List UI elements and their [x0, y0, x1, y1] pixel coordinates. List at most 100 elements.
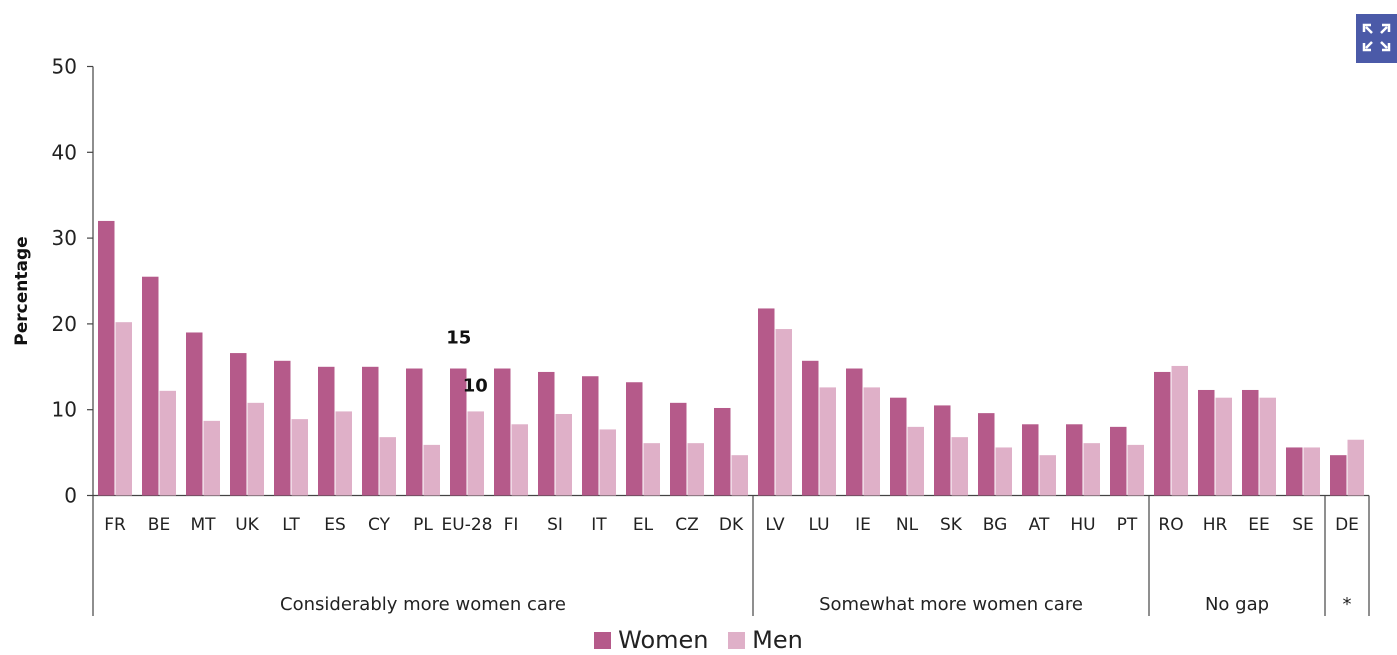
- bar-women-pt: [1110, 426, 1127, 496]
- bar-women-mt: [186, 332, 203, 496]
- bar-women-lu: [802, 360, 819, 496]
- x-category-label: LU: [808, 515, 829, 535]
- y-tick-label: 10: [52, 398, 77, 422]
- x-category-label: DE: [1335, 515, 1359, 535]
- bar-men-be: [159, 390, 176, 496]
- bar-women-nl: [890, 397, 907, 496]
- x-category-label: LT: [282, 515, 300, 535]
- bar-women-pl: [406, 368, 423, 496]
- bar-men-el: [643, 443, 660, 496]
- bar-men-se: [1303, 447, 1320, 496]
- bar-men-at: [1039, 455, 1056, 496]
- bar-men-es: [335, 411, 352, 496]
- bar-women-at: [1022, 424, 1039, 496]
- x-category-label: SK: [940, 515, 963, 535]
- bar-women-ie: [846, 368, 863, 496]
- x-category-label: BE: [148, 515, 170, 535]
- x-category-label: FR: [104, 515, 126, 535]
- y-tick-label: 30: [52, 226, 77, 250]
- bar-men-si: [555, 413, 572, 496]
- data-label-women: 15: [446, 328, 471, 349]
- bar-men-de: [1347, 439, 1364, 496]
- legend-swatch-women: [594, 631, 612, 649]
- bar-women-be: [142, 276, 159, 496]
- bar-women-de: [1330, 455, 1347, 496]
- bar-men-ee: [1259, 397, 1276, 496]
- x-category-label: NL: [896, 515, 919, 535]
- bar-women-cz: [670, 402, 687, 496]
- x-category-label: IE: [855, 515, 871, 535]
- x-category-label: EE: [1248, 515, 1269, 535]
- x-category-label: ES: [324, 515, 346, 535]
- bar-men-uk: [247, 402, 264, 496]
- x-category-label: MT: [190, 515, 216, 535]
- y-tick-label: 50: [52, 55, 77, 79]
- x-category-label: HR: [1203, 515, 1228, 535]
- bar-women-bg: [978, 413, 995, 496]
- bar-men-lt: [291, 419, 308, 496]
- bar-women-si: [538, 371, 555, 496]
- bar-men-lu: [819, 387, 836, 496]
- x-category-label: HU: [1070, 515, 1095, 535]
- bar-men-hu: [1083, 443, 1100, 496]
- bar-men-pt: [1127, 444, 1144, 496]
- y-tick-label: 40: [52, 140, 77, 164]
- x-category-label: IT: [591, 515, 607, 535]
- bar-men-fi: [511, 424, 528, 496]
- bar-women-hu: [1066, 424, 1083, 496]
- x-category-label: PT: [1117, 515, 1138, 535]
- bar-men-fr: [115, 322, 132, 496]
- x-category-label: BG: [983, 515, 1008, 535]
- x-category-label: FI: [504, 515, 519, 535]
- group-label: No gap: [1205, 594, 1269, 615]
- bar-men-it: [599, 429, 616, 496]
- bar-men-cz: [687, 443, 704, 496]
- legend-swatch-men: [728, 631, 746, 649]
- bar-women-dk: [714, 407, 731, 496]
- bar-men-pl: [423, 444, 440, 496]
- group-label: *: [1343, 594, 1352, 615]
- bar-women-uk: [230, 353, 247, 496]
- data-label-men: 10: [463, 375, 488, 396]
- bar-women-ro: [1154, 371, 1171, 496]
- expand-button[interactable]: [1356, 14, 1397, 63]
- x-category-label: EL: [633, 515, 654, 535]
- x-category-label: RO: [1158, 515, 1183, 535]
- legend-label-women: Women: [618, 626, 709, 654]
- bar-women-fi: [494, 368, 511, 496]
- legend-label-men: Men: [752, 626, 803, 654]
- bar-women-it: [582, 376, 599, 496]
- bar-women-lt: [274, 360, 291, 496]
- bar-men-bg: [995, 447, 1012, 496]
- bar-women-fr: [98, 220, 115, 496]
- x-category-label: PL: [413, 515, 433, 535]
- bar-women-el: [626, 382, 643, 496]
- bar-men-mt: [203, 420, 220, 496]
- x-category-label: EU-28: [442, 515, 493, 535]
- bar-men-sk: [951, 437, 968, 496]
- bar-women-es: [318, 366, 335, 496]
- bar-men-cy: [379, 437, 396, 496]
- group-label: Considerably more women care: [280, 594, 566, 615]
- x-category-label: SE: [1292, 515, 1314, 535]
- bar-women-ee: [1242, 389, 1259, 496]
- legend: Women Men: [0, 626, 1397, 655]
- bar-men-nl: [907, 426, 924, 496]
- y-tick-label: 0: [64, 484, 77, 508]
- bar-women-sk: [934, 405, 951, 496]
- bar-men-eu-28: [467, 411, 484, 496]
- x-category-label: SI: [547, 515, 563, 535]
- expand-icon: [1362, 23, 1391, 52]
- y-axis-label: Percentage: [12, 236, 32, 345]
- bar-women-hr: [1198, 389, 1215, 496]
- bar-men-dk: [731, 455, 748, 496]
- bar-men-ro: [1171, 365, 1188, 496]
- bar-women-lv: [758, 308, 775, 496]
- bar-men-lv: [775, 329, 792, 496]
- bar-women-eu-28: [450, 368, 467, 496]
- x-category-label: LV: [765, 515, 785, 535]
- legend-item-men: Men: [728, 626, 803, 654]
- x-category-label: AT: [1029, 515, 1050, 535]
- group-label: Somewhat more women care: [819, 594, 1083, 615]
